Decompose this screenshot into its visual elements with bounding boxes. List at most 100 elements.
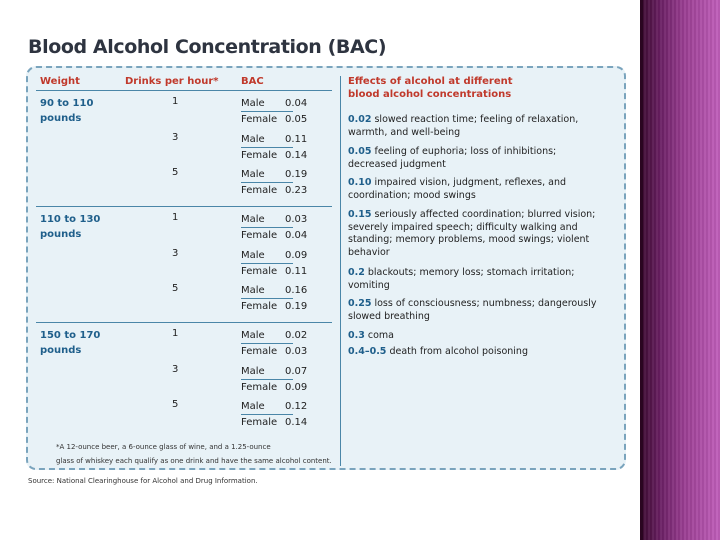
bac-values: Male 0.16 Female 0.19 [241,283,307,314]
bac-male-value: 0.12 [285,401,308,412]
bac-values: Male 0.04 Female 0.05 [241,96,307,127]
sex-label: Female [241,266,278,277]
source-note: Source: National Clearinghouse for Alcoh… [28,477,258,485]
drinks-per-hour: 3 [172,132,179,143]
bac-female-row: Female 0.09 [241,380,307,395]
bac-row-divider [241,414,293,415]
bac-female-value: 0.19 [285,301,308,312]
bac-female-row: Female 0.14 [241,148,307,163]
effect-text: slowed reaction time; feeling of relaxat… [348,114,579,138]
bac-row-divider [241,147,293,148]
sex-label: Female [241,382,278,393]
footnote: *A 12-ounce beer, a 6-ounce glass of win… [56,440,332,468]
effect-text: loss of consciousness; numbness; dangero… [348,298,597,322]
bac-row-divider [241,298,293,299]
effect-level: 0.02 [348,114,372,125]
bac-values: Male 0.03 Female 0.04 [241,212,307,243]
weight-unit: pounds [40,345,82,356]
bac-female-value: 0.04 [285,230,308,241]
drinks-per-hour: 3 [172,248,179,259]
effect-level: 0.10 [348,177,372,188]
sex-label: Female [241,301,278,312]
bac-female-row: Female 0.03 [241,344,307,359]
effect-entry: 0.2 blackouts; memory loss; stomach irri… [348,267,608,292]
bac-male-value: 0.07 [285,366,308,377]
bac-female-row: Female 0.05 [241,112,307,127]
header-weight: Weight [40,76,80,87]
column-divider [340,76,341,466]
bac-male-row: Male 0.11 [241,132,307,147]
sex-label: Male [241,214,265,225]
footnote-line2: glass of whiskey each qualify as one dri… [56,457,332,465]
bac-female-row: Female 0.11 [241,264,307,279]
header-bac: BAC [241,76,264,87]
sex-label: Male [241,250,265,261]
sex-label: Female [241,150,278,161]
decorative-side-bar [640,0,720,540]
weight-unit: pounds [40,113,82,124]
drinks-per-hour: 1 [172,212,179,223]
bac-male-value: 0.09 [285,250,308,261]
bac-values: Male 0.11 Female 0.14 [241,132,307,163]
effect-text: seriously affected coordination; blurred… [348,209,596,258]
bac-female-row: Female 0.04 [241,228,307,243]
group-divider [36,322,332,323]
page-title: Blood Alcohol Concentration (BAC) [28,36,387,58]
bac-male-value: 0.02 [285,330,308,341]
effect-level: 0.05 [348,146,372,157]
effect-entry: 0.05 feeling of euphoria; loss of inhibi… [348,146,608,171]
bac-male-row: Male 0.16 [241,283,307,298]
bac-female-value: 0.14 [285,417,308,428]
bac-male-value: 0.04 [285,98,308,109]
effect-text: feeling of euphoria; loss of inhibitions… [348,146,557,170]
sex-label: Male [241,285,265,296]
effect-level: 0.25 [348,298,372,309]
bac-male-row: Male 0.04 [241,96,307,111]
bac-table-panel: Weight Drinks per hour* BAC Effects of a… [26,66,626,470]
sex-label: Male [241,401,265,412]
header-divider [36,90,332,91]
bac-male-row: Male 0.09 [241,248,307,263]
bac-row-divider [241,111,293,112]
header-drinks: Drinks per hour* [125,76,219,87]
sex-label: Female [241,417,278,428]
drinks-per-hour: 1 [172,328,179,339]
effect-text: coma [367,330,394,341]
effect-text: death from alcohol poisoning [389,346,528,357]
effect-level: 0.2 [348,267,365,278]
bac-female-value: 0.09 [285,382,308,393]
bac-values: Male 0.12 Female 0.14 [241,399,307,430]
bac-male-row: Male 0.03 [241,212,307,227]
bac-female-row: Female 0.23 [241,183,307,198]
weight-group-label: 110 to 130 pounds [40,212,100,242]
sex-label: Female [241,185,278,196]
sex-label: Female [241,114,278,125]
effect-level: 0.15 [348,209,372,220]
drinks-per-hour: 3 [172,364,179,375]
effect-level: 0.3 [348,330,365,341]
sex-label: Male [241,330,265,341]
header-effects-line1: Effects of alcohol at different [348,76,513,87]
drinks-per-hour: 5 [172,167,179,178]
weight-unit: pounds [40,229,82,240]
bac-row-divider [241,227,293,228]
effect-entry: 0.10 impaired vision, judgment, reflexes… [348,177,608,202]
sex-label: Male [241,169,265,180]
effect-entry: 0.25 loss of consciousness; numbness; da… [348,298,608,323]
footnote-line1: *A 12-ounce beer, a 6-ounce glass of win… [56,443,271,451]
weight-range: 90 to 110 [40,98,94,109]
bac-female-row: Female 0.19 [241,299,307,314]
bac-female-value: 0.14 [285,150,308,161]
bac-female-value: 0.23 [285,185,308,196]
effect-text: impaired vision, judgment, reflexes, and… [348,177,567,201]
effect-text: blackouts; memory loss; stomach irritati… [348,267,575,291]
effect-entry: 0.15 seriously affected coordination; bl… [348,209,608,259]
drinks-per-hour: 5 [172,399,179,410]
weight-group-label: 150 to 170 pounds [40,328,100,358]
bac-male-value: 0.19 [285,169,308,180]
bac-male-row: Male 0.12 [241,399,307,414]
bac-row-divider [241,263,293,264]
sex-label: Male [241,134,265,145]
bac-male-row: Male 0.02 [241,328,307,343]
drinks-per-hour: 5 [172,283,179,294]
